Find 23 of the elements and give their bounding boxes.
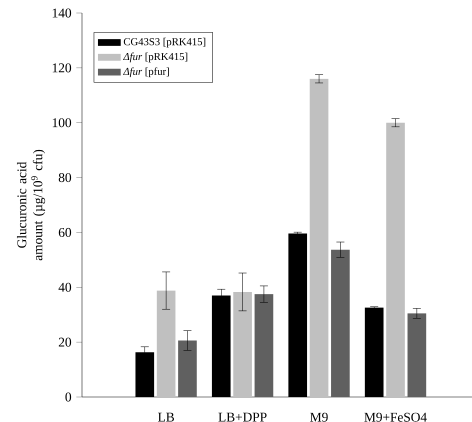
y-tick-label: 40 — [58, 282, 72, 292]
bar — [310, 78, 328, 397]
bar — [386, 122, 405, 397]
bar — [233, 292, 252, 397]
bar — [156, 290, 176, 397]
y-tick-label: 140 — [52, 8, 72, 18]
y-tick-label: 0 — [65, 392, 72, 402]
y-tick-label: 100 — [52, 118, 72, 128]
y-tick-label: 120 — [52, 63, 72, 72]
bar — [331, 250, 350, 397]
x-tick-label: LB — [158, 412, 174, 422]
bar — [178, 340, 197, 397]
y-tick-label: 60 — [58, 228, 72, 237]
bar — [254, 294, 274, 397]
bar — [408, 313, 426, 397]
legend-label: CG43S3 [pRK415] — [124, 38, 206, 48]
y-tick-label: 80 — [58, 173, 72, 182]
legend-label: Δfur [pRK415] — [123, 52, 188, 62]
y-tick-label: 20 — [58, 338, 72, 347]
legend-label: Δfur [pfur] — [123, 67, 169, 78]
x-tick-label: M9 — [310, 412, 328, 422]
x-tick-label: M9+FeSO4 — [364, 412, 427, 422]
x-tick-label: LB+DPP — [218, 412, 267, 422]
